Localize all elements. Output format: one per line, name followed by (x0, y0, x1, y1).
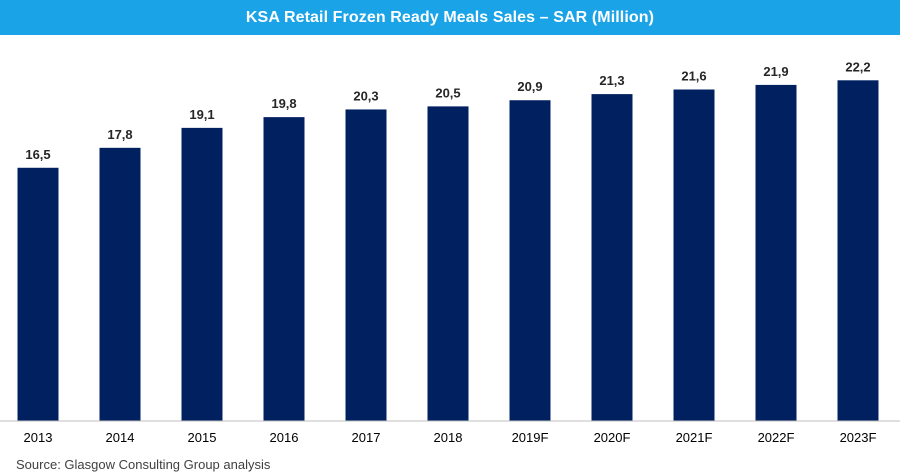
bar-2022F (755, 84, 797, 421)
x-tick-label-2014: 2014 (106, 430, 135, 445)
chart-title: KSA Retail Frozen Ready Meals Sales – SA… (245, 8, 655, 26)
bar-2021F (673, 89, 715, 422)
value-label-2014: 17,8 (107, 127, 132, 142)
value-label-2020F: 21,3 (599, 73, 624, 88)
x-tick-label-2019F: 2019F (512, 430, 549, 445)
bar-2015 (181, 127, 223, 421)
bar-2019F (509, 100, 551, 422)
x-tick-label-2017: 2017 (352, 430, 381, 445)
x-tick-label-2018: 2018 (434, 430, 463, 445)
source-note: Source: Glasgow Consulting Group analysi… (16, 457, 271, 472)
title-bar: KSA Retail Frozen Ready Meals Sales – SA… (0, 0, 900, 35)
value-label-2022F: 21,9 (763, 64, 788, 79)
bar-2020F (591, 94, 633, 422)
x-tick-labels-layer: 2013 2014 2015 2016 2017 2018 2019F 2020F 2021F 2… (24, 430, 877, 445)
value-label-2019F: 20,9 (517, 79, 542, 94)
value-label-2013: 16,5 (25, 147, 50, 162)
value-labels-layer: 16,5 17,8 19,1 19,8 20,3 20,5 20,9 21,3 21,6 21,9… (25, 59, 870, 161)
x-tick-label-2016: 2016 (270, 430, 299, 445)
x-tick-label-2020F: 2020F (594, 430, 631, 445)
bar-2017 (345, 109, 387, 421)
bar-2016 (263, 117, 305, 421)
bars-layer (17, 80, 879, 422)
value-label-2023F: 22,2 (845, 59, 870, 74)
value-label-2018: 20,5 (435, 85, 460, 100)
bar-2013 (17, 167, 59, 421)
value-label-2015: 19,1 (189, 107, 214, 122)
x-tick-label-2013: 2013 (24, 430, 53, 445)
bar-2018 (427, 106, 469, 421)
x-tick-label-2022F: 2022F (758, 430, 795, 445)
x-tick-label-2023F: 2023F (840, 430, 877, 445)
bar-2023F (837, 80, 879, 421)
x-tick-label-2021F: 2021F (676, 430, 713, 445)
x-tick-label-2015: 2015 (188, 430, 217, 445)
bar-2014 (99, 147, 141, 421)
value-label-2021F: 21,6 (681, 69, 706, 84)
value-label-2016: 19,8 (271, 96, 296, 111)
value-label-2017: 20,3 (353, 88, 378, 103)
